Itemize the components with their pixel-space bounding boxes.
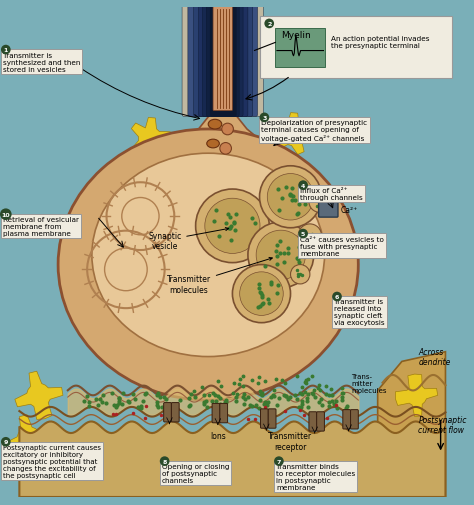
Circle shape bbox=[220, 143, 231, 155]
Text: Myelin: Myelin bbox=[255, 31, 310, 52]
FancyBboxPatch shape bbox=[206, 1, 239, 117]
Text: An action potential invades
the presynaptic terminal: An action potential invades the presynap… bbox=[331, 36, 430, 49]
Circle shape bbox=[291, 265, 310, 284]
Text: 9: 9 bbox=[4, 439, 8, 444]
Polygon shape bbox=[160, 111, 286, 154]
Text: Across
dendrite: Across dendrite bbox=[419, 347, 451, 367]
Circle shape bbox=[298, 224, 321, 247]
Polygon shape bbox=[273, 114, 314, 155]
Text: Postsynaptic
current flow: Postsynaptic current flow bbox=[419, 415, 467, 434]
FancyBboxPatch shape bbox=[261, 409, 268, 428]
Text: Transmitter is
released into
synaptic cleft
via exocytosis: Transmitter is released into synaptic cl… bbox=[334, 299, 385, 326]
Text: Transmitter binds
to receptor molecules
in postsynaptic
membrane: Transmitter binds to receptor molecules … bbox=[276, 463, 355, 490]
Circle shape bbox=[332, 292, 342, 302]
Text: 4: 4 bbox=[301, 183, 305, 188]
FancyBboxPatch shape bbox=[202, 1, 243, 117]
Ellipse shape bbox=[92, 154, 325, 357]
Circle shape bbox=[222, 124, 233, 135]
Text: Transmitter is
synthesized and then
stored in vesicles: Transmitter is synthesized and then stor… bbox=[3, 53, 80, 72]
Text: Trans-
mitter
molecules: Trans- mitter molecules bbox=[352, 373, 387, 393]
Text: 6: 6 bbox=[335, 294, 339, 299]
Polygon shape bbox=[5, 415, 53, 463]
Circle shape bbox=[256, 231, 306, 280]
Text: Influx of Ca²⁺
through channels: Influx of Ca²⁺ through channels bbox=[300, 188, 363, 200]
Circle shape bbox=[274, 457, 284, 466]
FancyBboxPatch shape bbox=[343, 410, 351, 429]
Ellipse shape bbox=[58, 130, 358, 400]
FancyBboxPatch shape bbox=[351, 410, 358, 429]
Circle shape bbox=[240, 272, 283, 316]
Text: 1: 1 bbox=[4, 48, 8, 53]
Text: Opening or closing
of postsynaptic
channels: Opening or closing of postsynaptic chann… bbox=[162, 463, 229, 483]
Ellipse shape bbox=[207, 140, 219, 148]
FancyBboxPatch shape bbox=[319, 202, 338, 218]
Text: Postsynaptic current causes
excitatory or inhibitory
postsynaptic potential that: Postsynaptic current causes excitatory o… bbox=[3, 444, 101, 478]
Text: Ca²⁺ causes vesicles to
fuse with presynaptic
membrane: Ca²⁺ causes vesicles to fuse with presyn… bbox=[300, 236, 384, 256]
Text: Transmitter
molecules: Transmitter molecules bbox=[167, 258, 272, 294]
FancyBboxPatch shape bbox=[220, 403, 228, 423]
Text: 3: 3 bbox=[262, 116, 266, 121]
Circle shape bbox=[1, 45, 10, 56]
Circle shape bbox=[0, 209, 12, 221]
Circle shape bbox=[196, 190, 269, 263]
Polygon shape bbox=[15, 372, 63, 420]
FancyBboxPatch shape bbox=[172, 403, 179, 422]
FancyBboxPatch shape bbox=[212, 403, 220, 423]
Text: 5: 5 bbox=[301, 232, 305, 237]
FancyBboxPatch shape bbox=[199, 1, 248, 117]
FancyBboxPatch shape bbox=[317, 412, 324, 431]
FancyBboxPatch shape bbox=[268, 409, 276, 428]
Circle shape bbox=[298, 181, 308, 190]
Text: Retrieval of vesicular
membrane from
plasma membrane: Retrieval of vesicular membrane from pla… bbox=[3, 217, 79, 237]
Text: Ca²⁺: Ca²⁺ bbox=[341, 206, 358, 215]
FancyBboxPatch shape bbox=[210, 1, 237, 117]
Text: 8: 8 bbox=[163, 459, 167, 464]
Circle shape bbox=[309, 191, 330, 213]
Circle shape bbox=[248, 223, 314, 288]
Text: 7: 7 bbox=[277, 459, 281, 464]
FancyBboxPatch shape bbox=[164, 403, 172, 422]
Ellipse shape bbox=[208, 120, 222, 130]
FancyBboxPatch shape bbox=[275, 29, 325, 68]
Text: 10: 10 bbox=[1, 212, 10, 217]
Circle shape bbox=[260, 167, 321, 228]
Text: Ions: Ions bbox=[210, 431, 226, 440]
Polygon shape bbox=[395, 374, 438, 417]
FancyBboxPatch shape bbox=[260, 17, 452, 78]
Text: Synaptic
vesicle: Synaptic vesicle bbox=[148, 228, 228, 250]
Circle shape bbox=[298, 229, 308, 239]
Circle shape bbox=[232, 265, 291, 323]
Circle shape bbox=[267, 174, 314, 221]
Polygon shape bbox=[378, 352, 446, 497]
Text: Depolarization of presynaptic
terminal causes opening of
voltage-gated Ca²⁺ chan: Depolarization of presynaptic terminal c… bbox=[262, 120, 368, 141]
Text: 2: 2 bbox=[267, 22, 272, 27]
Circle shape bbox=[264, 20, 274, 29]
FancyBboxPatch shape bbox=[213, 7, 232, 112]
Circle shape bbox=[160, 457, 170, 466]
Polygon shape bbox=[19, 422, 446, 497]
Polygon shape bbox=[131, 118, 172, 160]
Circle shape bbox=[260, 113, 269, 123]
Circle shape bbox=[1, 437, 10, 447]
FancyBboxPatch shape bbox=[188, 1, 257, 117]
FancyBboxPatch shape bbox=[309, 412, 317, 431]
FancyBboxPatch shape bbox=[194, 1, 253, 117]
Text: Transmitter
receptor: Transmitter receptor bbox=[268, 431, 312, 450]
FancyBboxPatch shape bbox=[182, 1, 264, 117]
Circle shape bbox=[205, 199, 260, 254]
